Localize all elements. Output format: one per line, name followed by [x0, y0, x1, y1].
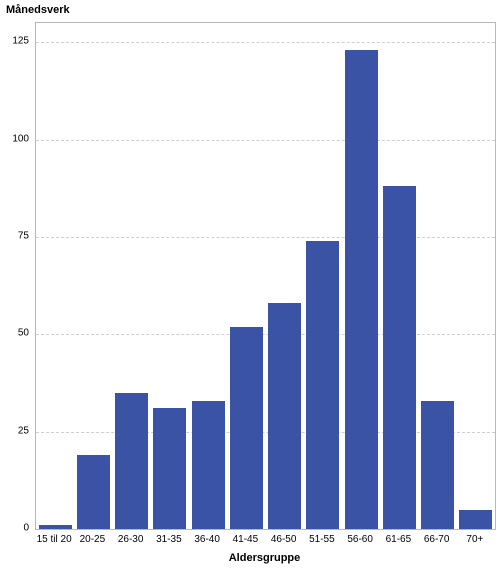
grid-line — [36, 42, 495, 43]
y-tick-label: 50 — [0, 328, 29, 339]
x-tick-label: 41-45 — [233, 534, 259, 545]
y-tick-label: 100 — [0, 133, 29, 144]
x-tick-label: 46-50 — [271, 534, 297, 545]
x-tick-label: 20-25 — [80, 534, 106, 545]
grid-line — [36, 334, 495, 335]
y-axis-title: Månedsverk — [6, 4, 70, 16]
x-tick-label: 61-65 — [386, 534, 412, 545]
bar — [192, 401, 225, 529]
y-tick-label: 75 — [0, 231, 29, 242]
grid-line — [36, 237, 495, 238]
bar — [345, 50, 378, 529]
bar — [459, 510, 492, 529]
y-tick-label: 0 — [0, 523, 29, 534]
y-tick-label: 25 — [0, 425, 29, 436]
x-tick-label: 51-55 — [309, 534, 335, 545]
x-tick-label: 31-35 — [156, 534, 182, 545]
x-tick-label: 66-70 — [424, 534, 450, 545]
bar — [153, 408, 186, 529]
bar — [421, 401, 454, 529]
x-axis-title: Aldersgruppe — [35, 552, 494, 564]
x-tick-label: 56-60 — [347, 534, 373, 545]
plot-area — [35, 22, 496, 530]
bar — [268, 303, 301, 529]
bar — [383, 186, 416, 529]
x-tick-label: 36-40 — [194, 534, 220, 545]
bar — [115, 393, 148, 529]
x-tick-label: 15 til 20 — [37, 534, 72, 545]
bar — [230, 327, 263, 529]
bar — [306, 241, 339, 529]
grid-line — [36, 140, 495, 141]
y-tick-label: 125 — [0, 36, 29, 47]
bar — [39, 525, 72, 529]
x-tick-label: 70+ — [466, 534, 483, 545]
x-tick-label: 26-30 — [118, 534, 144, 545]
bar — [77, 455, 110, 529]
chart-stage: Månedsverk Aldersgruppe 0 25 50 75 100 125 15 … — [0, 0, 502, 570]
